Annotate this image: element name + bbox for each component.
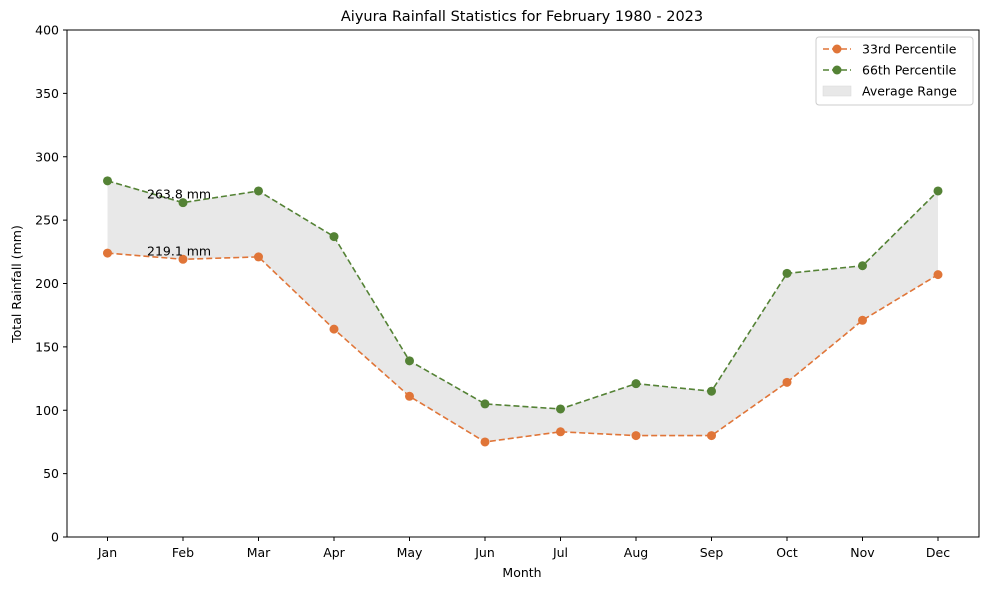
average-range-fill xyxy=(107,180,938,442)
p33-legend-marker xyxy=(832,44,842,54)
p33-point xyxy=(405,391,414,401)
x-tick-label: May xyxy=(397,545,423,560)
x-tick-label: Jan xyxy=(97,545,117,560)
p33-point xyxy=(103,248,112,258)
p33-point xyxy=(782,377,792,387)
average-range-legend-label: Average Range xyxy=(862,84,957,99)
y-tick-label: 100 xyxy=(35,403,59,418)
x-tick-label: Aug xyxy=(624,545,648,560)
p33-point xyxy=(329,324,339,334)
x-tick-label: Jul xyxy=(552,545,568,560)
p66-point xyxy=(103,176,112,186)
average-range-legend-swatch xyxy=(822,85,852,97)
x-tick-label: Jun xyxy=(474,545,495,560)
x-tick-label: Dec xyxy=(926,545,950,560)
plot-area: 0 50 100 150 200 250 300 350 400 Jan Feb Mar Apr May J… xyxy=(35,23,980,560)
y-tick-label: 150 xyxy=(35,339,59,354)
p33-point xyxy=(254,252,263,262)
value-annotation: 219.1 mm xyxy=(147,243,211,258)
x-tick-label: Nov xyxy=(850,545,875,560)
p33-point xyxy=(707,431,716,441)
y-tick-label: 350 xyxy=(35,86,59,101)
p33-point xyxy=(178,254,188,264)
p66-point xyxy=(707,386,716,396)
p66-point xyxy=(933,186,943,196)
p33-point xyxy=(858,315,867,325)
y-tick-label: 50 xyxy=(43,466,59,481)
p66-legend-marker xyxy=(832,65,842,75)
x-tick-label: Feb xyxy=(172,545,194,560)
p66-point xyxy=(556,404,565,414)
x-tick-label: Oct xyxy=(776,545,798,560)
x-axis-label: Month xyxy=(502,565,541,580)
y-tick-label: 250 xyxy=(35,213,59,228)
p33-point xyxy=(631,431,641,441)
x-tick-label: Mar xyxy=(247,545,271,560)
p66-point xyxy=(858,261,867,271)
legend-box xyxy=(815,36,974,106)
p66-point xyxy=(782,268,792,278)
chart-title: Aiyura Rainfall Statistics for February … xyxy=(341,9,703,25)
p66-point xyxy=(405,356,414,366)
y-tick-label: 0 xyxy=(51,530,59,545)
p33-point xyxy=(480,437,490,447)
x-tick-label: Sep xyxy=(700,545,724,560)
p33-point xyxy=(933,270,943,280)
p66-line xyxy=(107,180,939,410)
p66-point xyxy=(254,186,263,196)
p66-point xyxy=(631,379,641,389)
p66-point xyxy=(178,198,188,208)
p66-legend-label: 66th Percentile xyxy=(862,63,957,78)
y-tick-label: 400 xyxy=(35,23,59,38)
y-tick-label: 200 xyxy=(35,276,59,291)
p66-point xyxy=(329,232,339,242)
y-axis-label: Total Rainfall (mm) xyxy=(9,225,24,344)
y-tick-label: 300 xyxy=(35,149,59,164)
p66-point xyxy=(480,399,490,409)
p33-legend-label: 33rd Percentile xyxy=(862,42,957,57)
x-tick-label: Apr xyxy=(323,545,345,560)
legend: 33rd Percentile 66th Percentile Average Ra… xyxy=(815,36,974,106)
p33-line xyxy=(107,252,939,443)
p33-point xyxy=(556,427,565,437)
value-annotation: 263.8 mm xyxy=(147,187,211,202)
